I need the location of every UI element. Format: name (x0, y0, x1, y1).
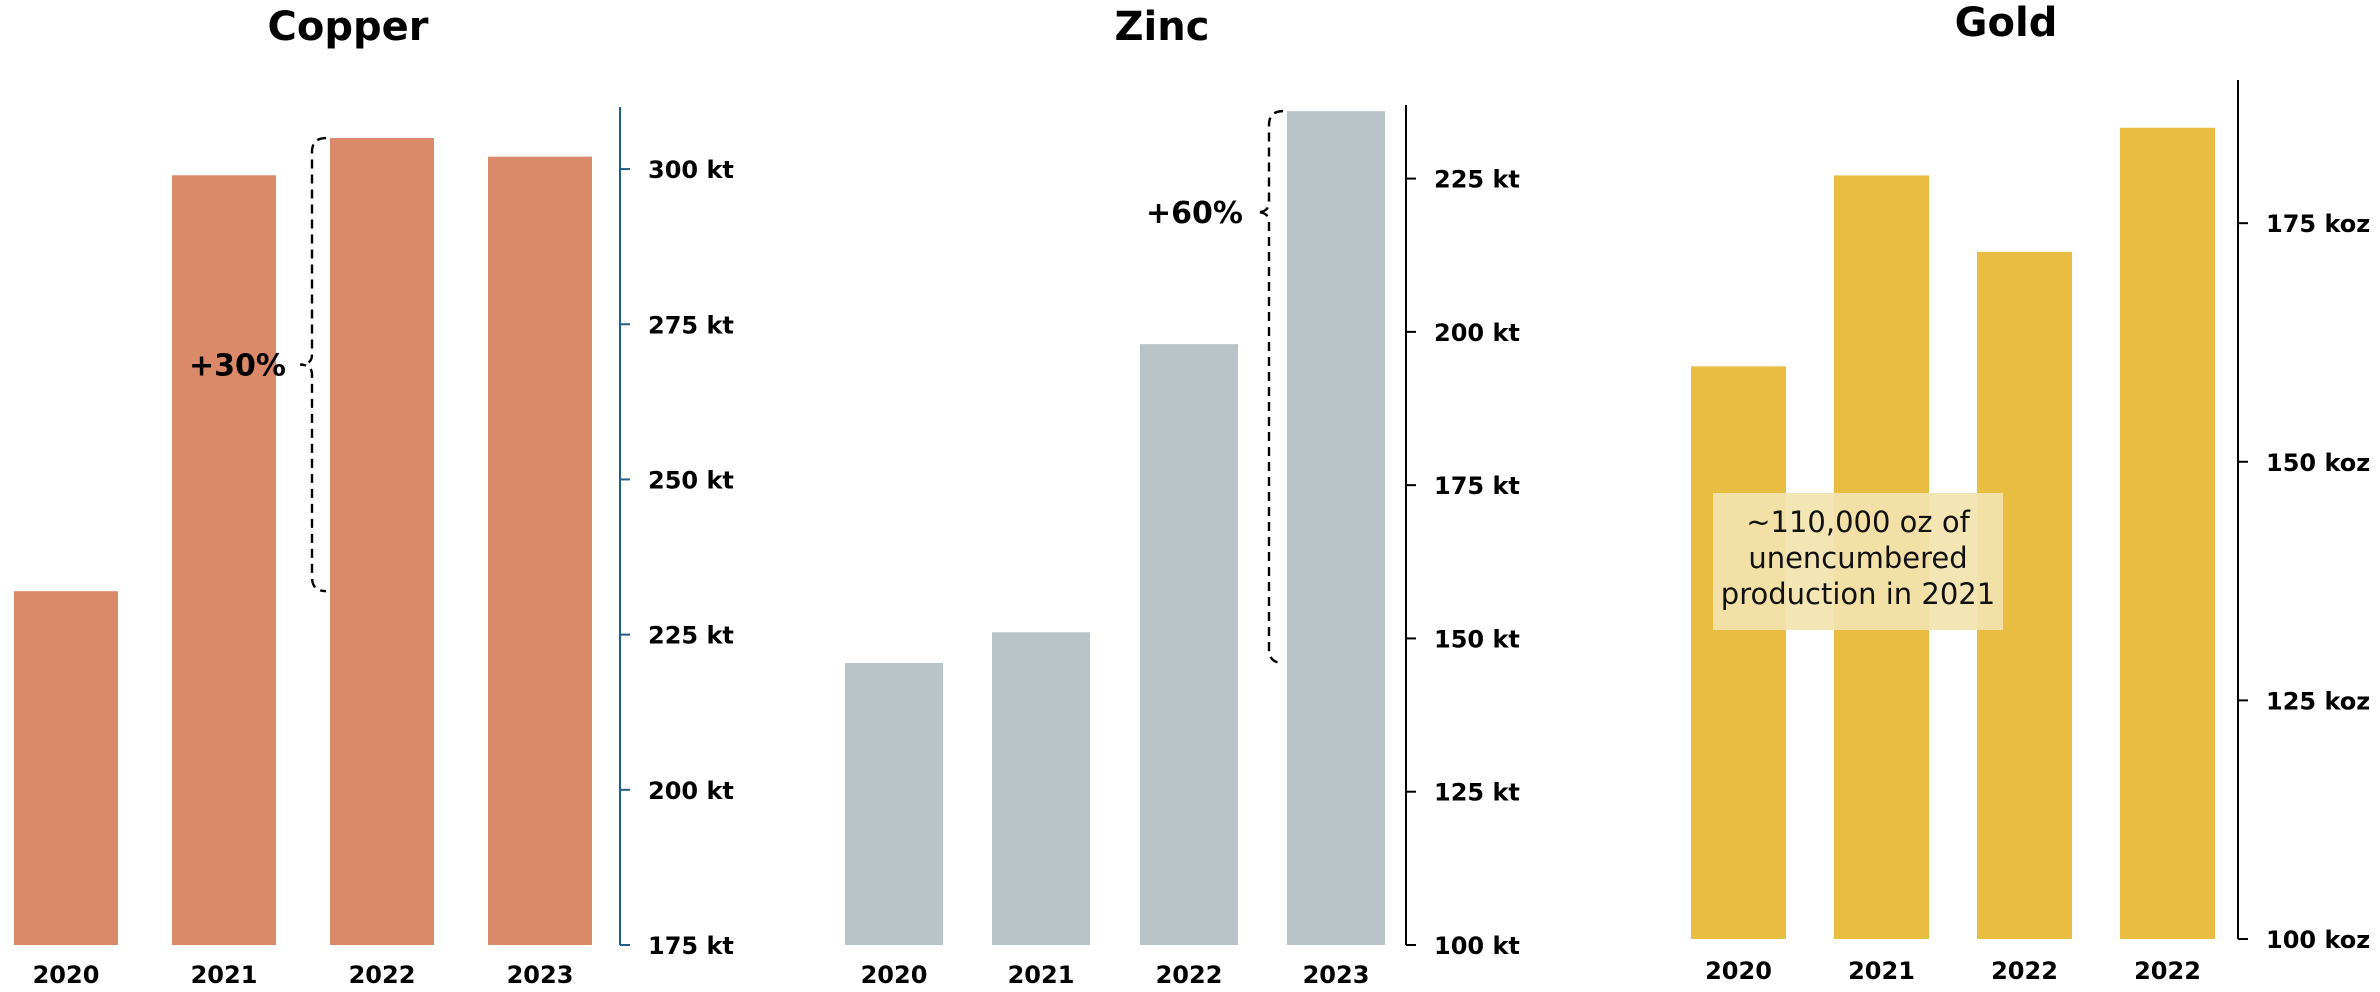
category-label: 2020 (1705, 957, 1772, 985)
category-label: 2022 (1991, 957, 2058, 985)
bar-2023-3 (488, 156, 592, 946)
category-label: 2022 (349, 961, 416, 989)
bar-2023-3 (1287, 111, 1385, 945)
y-tick-label: 175 kt (1434, 472, 1520, 500)
y-tick-label: 250 kt (648, 466, 734, 494)
annotation-box-line: production in 2021 (1721, 577, 1995, 611)
category-label: 2021 (1848, 957, 1915, 985)
y-tick-label: 150 kt (1434, 625, 1520, 653)
y-tick-label: 175 kt (648, 932, 734, 960)
category-label: 2023 (1303, 961, 1370, 989)
chart-title: Copper (268, 4, 429, 50)
annotation-box (1713, 493, 2003, 630)
bar-2021-1 (172, 175, 276, 945)
bracket-annotation (1256, 109, 1284, 665)
y-tick-label: 125 koz (2266, 687, 2370, 715)
chart-0: Copper 2020 2021 2022 2023 175 kt 200 kt 225 kt… (14, 4, 734, 989)
y-tick-label: 200 kt (1434, 319, 1520, 347)
annotation-box-line: ~110,000 oz of (1746, 505, 1970, 539)
bar-2022-3 (2120, 127, 2215, 939)
bar-2021-1 (992, 632, 1090, 945)
bar-2020-0 (14, 591, 118, 945)
y-tick-label: 200 kt (648, 777, 734, 805)
bar-2020-0 (1691, 366, 1786, 939)
y-tick-label: 100 koz (2266, 926, 2370, 954)
y-tick-label: 150 koz (2266, 449, 2370, 477)
category-label: 2023 (507, 961, 574, 989)
category-label: 2020 (861, 961, 928, 989)
category-label: 2022 (2134, 957, 2201, 985)
bar-2022-2 (330, 138, 434, 945)
y-tick-label: 225 kt (648, 622, 734, 650)
chart-title: Zinc (1115, 4, 1210, 50)
bracket-annotation (299, 136, 327, 593)
annotation-box-line: unencumbered (1748, 541, 1967, 575)
category-label: 2021 (1008, 961, 1075, 989)
y-tick-label: 100 kt (1434, 932, 1520, 960)
chart-1: Zinc 2020 2021 2022 2023 100 kt 125 kt 150 kt 17… (845, 4, 1520, 989)
category-label: 2022 (1156, 961, 1223, 989)
chart-2: Gold 2020 2021 2022 2022 100 koz 125 koz 150 ko… (1691, 0, 2370, 985)
y-tick-label: 125 kt (1434, 779, 1520, 807)
y-tick-label: 300 kt (648, 156, 734, 184)
annotation-label: +60% (1146, 196, 1243, 231)
bar-2022-2 (1140, 344, 1238, 945)
y-tick-label: 225 kt (1434, 166, 1520, 194)
chart-title: Gold (1955, 0, 2058, 46)
y-tick-label: 175 koz (2266, 210, 2370, 238)
annotation-label: +30% (189, 349, 286, 384)
category-label: 2020 (33, 961, 100, 989)
category-label: 2021 (191, 961, 258, 989)
y-tick-label: 275 kt (648, 311, 734, 339)
bar-2020-0 (845, 662, 943, 945)
